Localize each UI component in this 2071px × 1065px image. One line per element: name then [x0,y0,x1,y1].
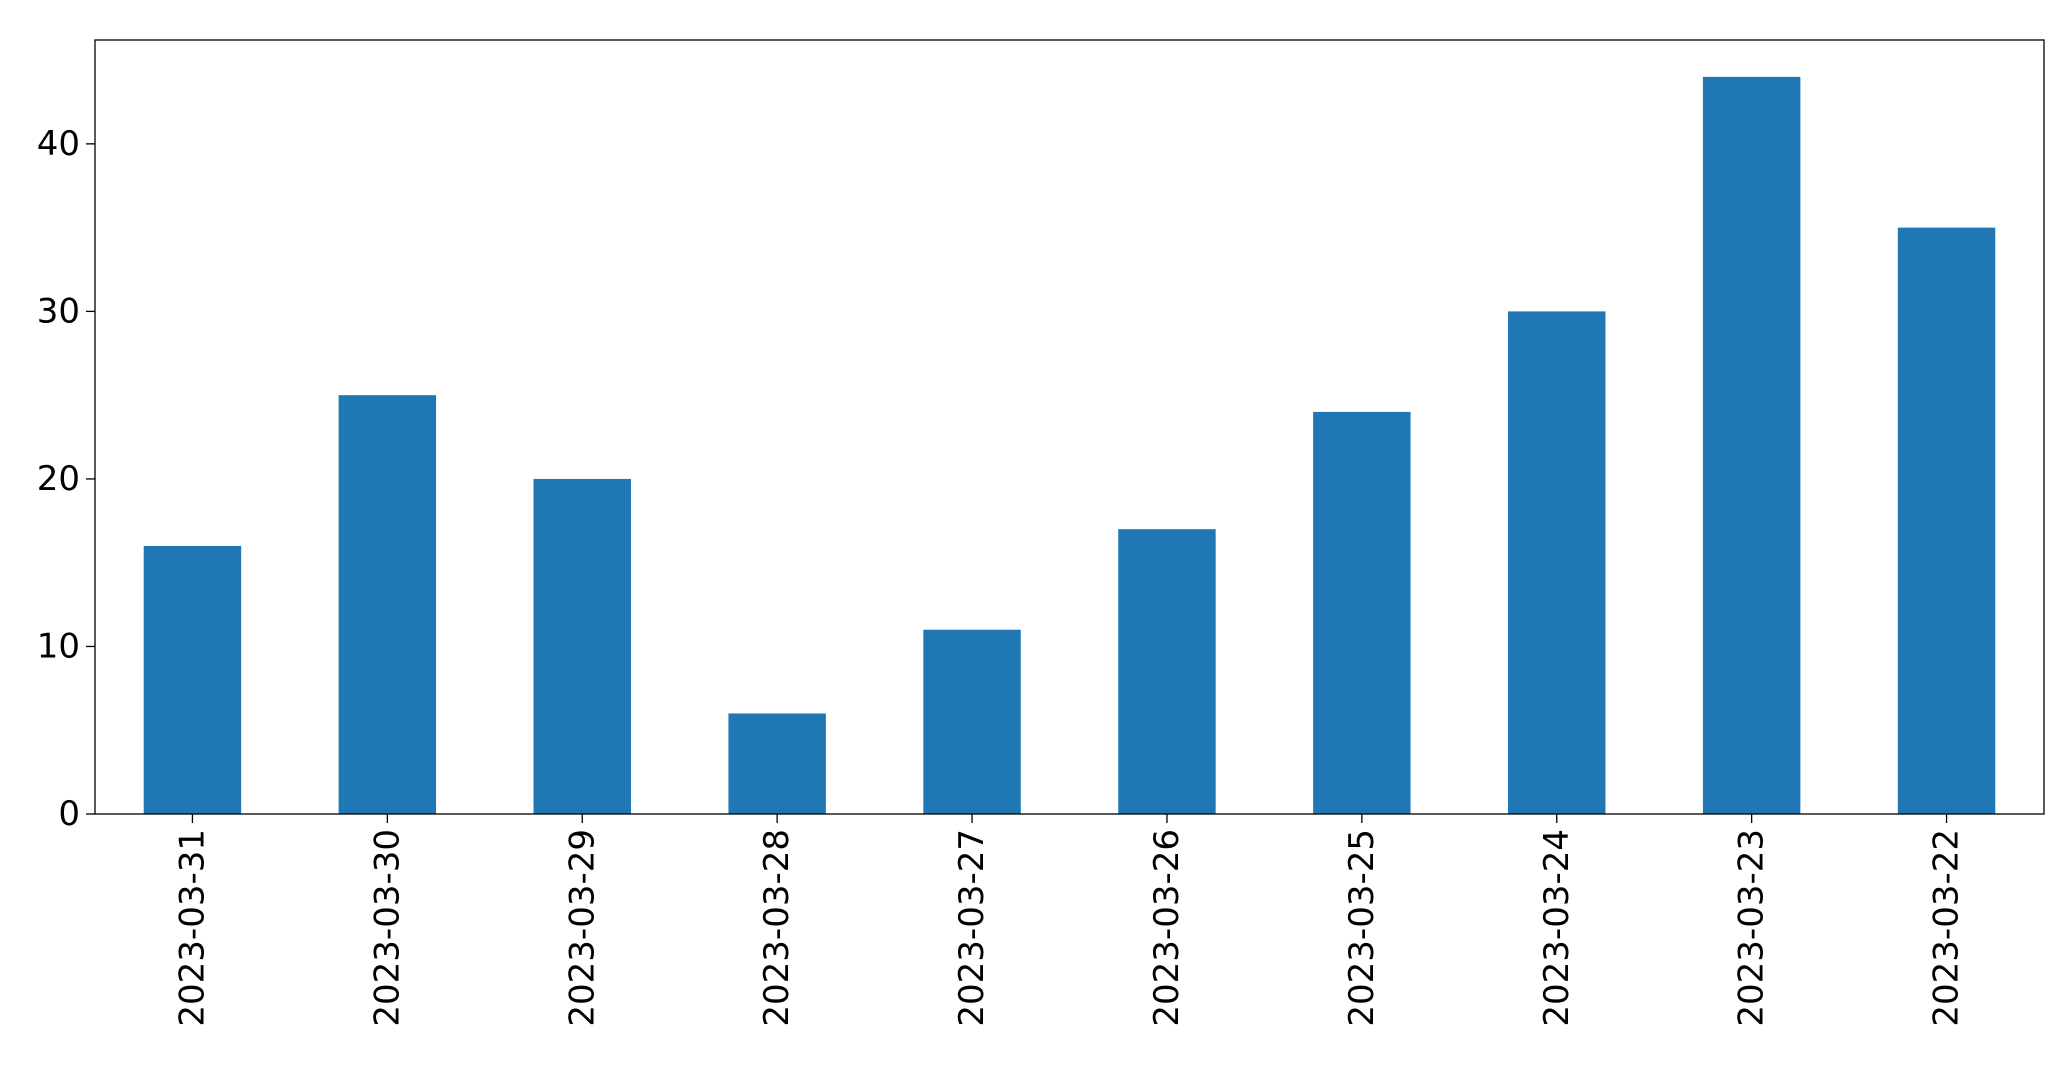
x-tick-label: 2023-03-30 [367,829,407,1027]
y-tick-label: 20 [37,459,80,499]
x-tick-label: 2023-03-27 [952,829,992,1027]
x-tick-label: 2023-03-24 [1537,829,1577,1027]
x-tick-label: 2023-03-22 [1927,829,1967,1027]
y-tick-label: 40 [37,124,80,164]
bar-2023-03-26 [1118,529,1216,814]
bar-2023-03-31 [143,545,242,814]
bar-2023-03-25 [1313,411,1411,814]
y-axis: 0 10 20 30 40 [37,124,95,834]
bar-2023-03-28 [728,713,826,814]
plot-frame [94,39,2045,815]
x-tick-label: 2023-03-25 [1342,829,1382,1027]
y-tick-label: 0 [58,794,80,834]
bars-layer [143,76,1996,815]
x-axis: 2023-03-31 2023-03-30 2023-03-29 2023-03-28… [172,814,1967,1027]
bar-2023-03-23 [1702,76,1801,815]
x-tick-label: 2023-03-31 [172,829,212,1027]
y-tick-label: 30 [37,291,80,331]
x-tick-label: 2023-03-29 [562,829,602,1027]
x-tick-label: 2023-03-26 [1147,829,1187,1027]
bar-2023-03-24 [1508,311,1606,814]
bar-2023-03-22 [1897,227,1996,815]
bar-2023-03-29 [533,478,631,814]
x-tick-label: 2023-03-23 [1732,829,1772,1027]
x-tick-label: 2023-03-28 [757,829,797,1027]
bar-2023-03-30 [338,395,437,814]
bar-2023-03-27 [923,629,1021,814]
y-tick-label: 10 [37,626,80,666]
